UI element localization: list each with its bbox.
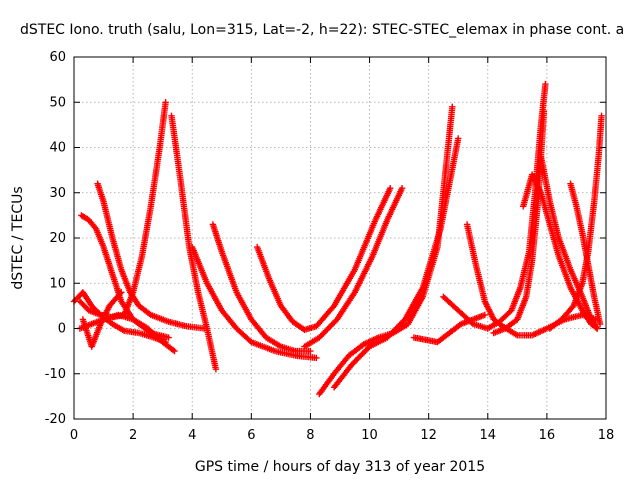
- data-series: [76, 99, 169, 321]
- data-series: [546, 112, 605, 332]
- series-markers: [546, 112, 605, 332]
- series-markers: [79, 289, 125, 350]
- series-markers: [168, 112, 220, 373]
- data-series: [168, 112, 220, 373]
- y-tick-label: 10: [49, 276, 66, 291]
- ticks-layer: [73, 56, 607, 420]
- y-tick-label: 60: [49, 50, 66, 65]
- x-tick-label: 10: [361, 428, 378, 443]
- chart-title: dSTEC Iono. truth (salu, Lon=315, Lat=-2…: [20, 22, 624, 38]
- data-series: [94, 180, 208, 332]
- y-tick-label: 30: [49, 186, 66, 201]
- y-tick-label: 40: [49, 141, 66, 156]
- series-markers: [440, 293, 491, 332]
- data-series: [330, 135, 462, 391]
- series-markers: [189, 243, 320, 362]
- x-tick-label: 4: [188, 428, 196, 443]
- x-tick-label: 16: [539, 428, 556, 443]
- data-points-layer: [70, 80, 605, 398]
- series-markers: [76, 99, 169, 321]
- data-series: [189, 243, 320, 362]
- y-tick-label: 20: [49, 231, 66, 246]
- y-tick-label: -20: [45, 412, 66, 427]
- y-axis-label: dSTEC / TECUs: [10, 186, 26, 289]
- series-markers: [330, 135, 462, 391]
- y-tick-labels: -20 -10 0 10 20 30 40 50 60: [45, 50, 66, 427]
- x-tick-label: 0: [70, 428, 78, 443]
- data-series: [254, 185, 394, 334]
- series-markers: [254, 185, 394, 334]
- x-tick-label: 14: [480, 428, 497, 443]
- series-markers: [301, 185, 406, 350]
- series-markers: [209, 221, 314, 355]
- x-tick-label: 12: [420, 428, 437, 443]
- data-series: [520, 171, 601, 332]
- y-tick-label: 50: [49, 95, 66, 110]
- x-tick-label: 6: [247, 428, 255, 443]
- x-tick-label: 18: [598, 428, 615, 443]
- data-series: [209, 221, 314, 355]
- x-tick-labels: 0 2 4 6 8 10 12 14 16 18: [70, 428, 614, 443]
- series-markers: [94, 180, 208, 332]
- series-markers: [520, 171, 601, 332]
- y-tick-label: 0: [58, 322, 66, 337]
- data-series: [79, 289, 125, 350]
- data-series: [301, 185, 406, 350]
- y-tick-label: -10: [45, 367, 66, 382]
- x-axis-label: GPS time / hours of day 313 of year 2015: [195, 459, 485, 475]
- x-tick-label: 2: [129, 428, 137, 443]
- x-tick-label: 8: [306, 428, 314, 443]
- data-series: [440, 293, 491, 332]
